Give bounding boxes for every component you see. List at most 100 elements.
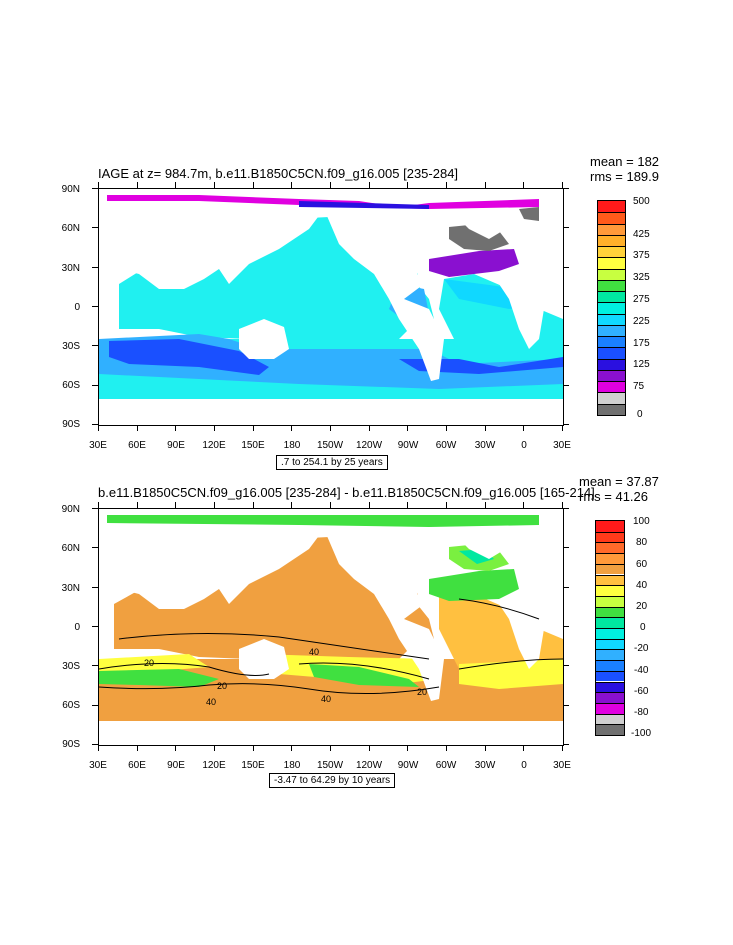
axis-tick (523, 502, 525, 508)
lon-label: 120E (202, 760, 226, 771)
diff-map: 40 20 20 40 40 20 (98, 508, 564, 746)
axis-tick (484, 745, 486, 751)
axis-tick (98, 502, 99, 508)
axis-tick (98, 745, 99, 751)
axis-tick (330, 502, 331, 508)
lat-label: 60S (62, 380, 80, 391)
colorbar-segment (596, 595, 624, 607)
colorbar-label: -80 (634, 707, 649, 718)
colorbar-segment (598, 201, 625, 213)
land-antarctica (99, 399, 563, 425)
colorbar-segment (596, 628, 624, 639)
colorbar-segment (596, 649, 624, 661)
land-antarctica (99, 721, 563, 745)
ocean-labrador (449, 544, 509, 571)
colorbar-segment (598, 381, 625, 393)
axis-tick (92, 626, 98, 627)
land-greenland (449, 529, 509, 559)
axis-tick (92, 547, 98, 549)
axis-tick (563, 704, 569, 706)
lat-label: 90N (61, 504, 80, 515)
lon-label: 120W (355, 440, 383, 451)
colorbar-segment (596, 681, 624, 693)
colorbar-segment (598, 403, 625, 415)
axis-tick (563, 306, 569, 307)
lon-label: 0 (521, 440, 527, 451)
lon-label: 150W (316, 760, 344, 771)
lon-label: 0 (521, 760, 527, 771)
colorbar-segment (596, 692, 624, 703)
land-africa (499, 559, 563, 669)
axis-tick (484, 502, 486, 508)
rms-label: rms = 189.9 (590, 169, 660, 184)
colorbar-label: -60 (634, 686, 649, 697)
colorbar-segment (596, 531, 624, 543)
axis-tick (407, 502, 409, 508)
axis-tick (291, 745, 293, 751)
colorbar-label: 425 (633, 229, 650, 240)
mean-label: mean = 37.87 (579, 474, 659, 489)
contour-label: 20 (144, 658, 154, 668)
axis-tick (484, 425, 486, 431)
axis-tick (523, 425, 525, 431)
ocean-yellow (259, 654, 439, 684)
colorbar-label: 75 (633, 381, 645, 392)
land-americas (324, 209, 444, 381)
ocean-green-s (99, 669, 219, 687)
colorbar-segment (596, 660, 624, 671)
colorbar-segment (596, 670, 624, 682)
colorbar (595, 520, 625, 736)
contour-label: 20 (217, 681, 227, 691)
axis-tick (330, 425, 331, 431)
mean-label: mean = 182 (590, 154, 660, 169)
lat-label: 30S (62, 661, 80, 672)
axis-tick (252, 182, 254, 188)
colorbar-segment (596, 542, 624, 554)
axis-tick (214, 425, 215, 431)
ocean-arctic-n (299, 201, 429, 209)
lat-label: 90N (61, 184, 80, 195)
colorbar-label: -100 (631, 728, 652, 739)
colorbar-label: 20 (636, 601, 648, 612)
panel-title: b.e11.B1850C5CN.f09_g16.005 [235-284] - … (98, 485, 595, 500)
lat-label: 30N (61, 583, 80, 594)
axis-tick (446, 745, 447, 751)
axis-tick (407, 182, 409, 188)
colorbar-segment (598, 279, 625, 292)
land-americas (324, 529, 444, 701)
axis-tick (136, 745, 138, 751)
colorbar-segment (598, 257, 625, 269)
colorbar-segment (596, 702, 624, 714)
contour-line (298, 662, 430, 680)
lon-label: 60E (128, 760, 146, 771)
axis-tick (563, 586, 569, 588)
axis-tick (563, 424, 569, 425)
axis-tick (92, 744, 98, 745)
axis-tick (368, 425, 370, 431)
axis-tick (291, 182, 293, 188)
lon-label: 30W (474, 760, 496, 771)
axis-tick (175, 182, 177, 188)
colorbar-label: 175 (633, 338, 650, 349)
axis-tick (92, 188, 98, 189)
axis-tick (562, 502, 563, 508)
colorbar-segment (596, 606, 624, 618)
axis-tick (136, 425, 138, 431)
axis-tick (92, 266, 98, 268)
axis-tick (175, 745, 177, 751)
lon-label: 60W (435, 760, 457, 771)
axis-tick (330, 745, 331, 751)
axis-tick (252, 745, 254, 751)
colorbar-segment (596, 713, 624, 725)
axis-tick (214, 502, 215, 508)
axis-tick (368, 502, 370, 508)
contour-info: -3.47 to 64.29 by 10 years (269, 773, 396, 788)
colorbar (597, 200, 626, 416)
colorbar-label: 60 (636, 559, 648, 570)
colorbar-label: 325 (633, 272, 650, 283)
land-australia (239, 639, 289, 679)
axis-tick (563, 508, 569, 509)
axis-tick (563, 227, 569, 229)
colorbar-label: 275 (633, 294, 650, 305)
ocean-deep-band (109, 339, 269, 375)
